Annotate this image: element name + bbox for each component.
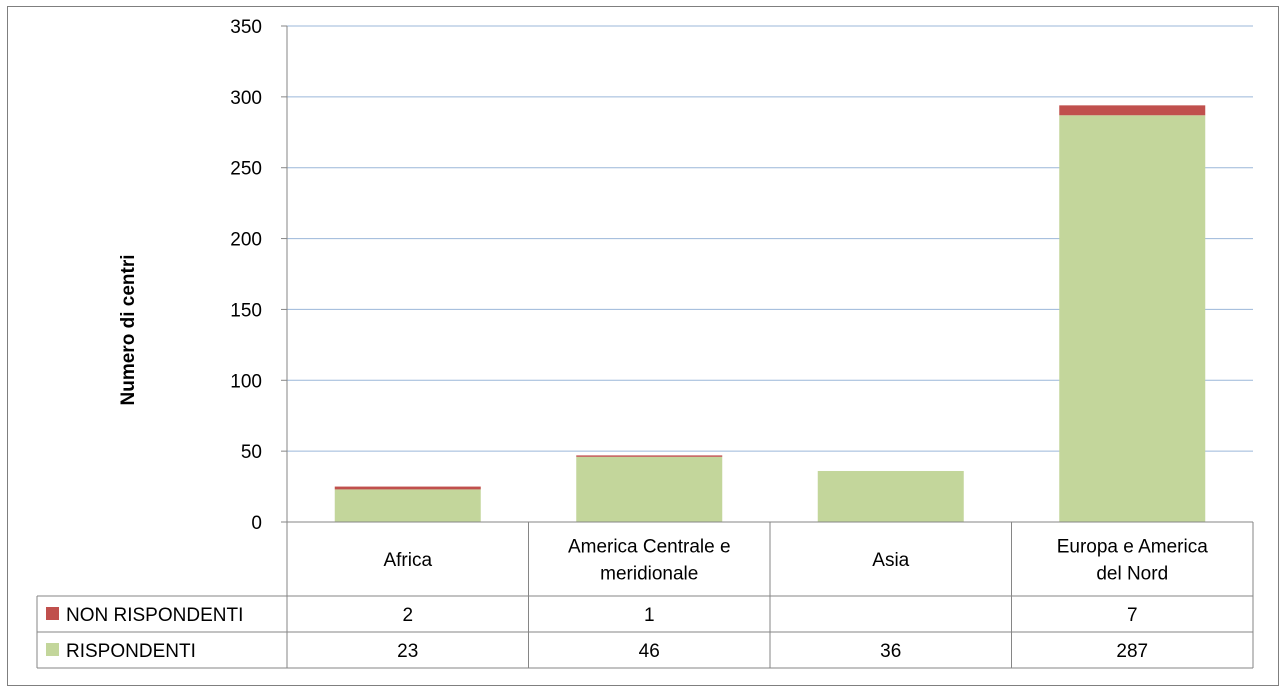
x-category-label: America Centrale e (568, 537, 731, 558)
x-category-label: Asia (872, 550, 909, 571)
y-tick-label: 200 (230, 230, 262, 251)
y-tick-label: 350 (230, 17, 262, 38)
legend-swatch (46, 607, 59, 620)
x-category-label: meridionale (600, 564, 698, 585)
bar-non-rispondenti (576, 455, 723, 457)
x-category-label: Africa (383, 550, 432, 571)
legend-label: RISPONDENTI (66, 641, 196, 662)
data-table-value: 7 (1127, 605, 1138, 626)
data-table-value: 36 (880, 641, 901, 662)
y-axis-label: Numero di centri (118, 255, 139, 406)
bar-non-rispondenti (1059, 105, 1206, 116)
data-table-value: 23 (397, 641, 418, 662)
data-table-value: 2 (402, 605, 413, 626)
legend-label: NON RISPONDENTI (66, 605, 243, 626)
y-tick-label: 100 (230, 371, 262, 392)
bar-rispondenti (817, 470, 964, 522)
x-category-label: Europa e America (1057, 537, 1208, 558)
bar-rispondenti (334, 489, 481, 522)
y-tick-label: 0 (251, 513, 262, 534)
bar-rispondenti (576, 456, 723, 522)
y-tick-label: 250 (230, 159, 262, 180)
y-tick-label: 50 (241, 442, 262, 463)
legend-swatch (46, 643, 59, 656)
bar-rispondenti (1059, 115, 1206, 522)
data-table-value: 46 (639, 641, 660, 662)
y-tick-label: 300 (230, 88, 262, 109)
bar-non-rispondenti (334, 486, 481, 490)
data-table-value: 1 (644, 605, 655, 626)
data-table-value: 287 (1116, 641, 1148, 662)
x-category-label: del Nord (1096, 564, 1168, 585)
y-tick-label: 150 (230, 300, 262, 321)
